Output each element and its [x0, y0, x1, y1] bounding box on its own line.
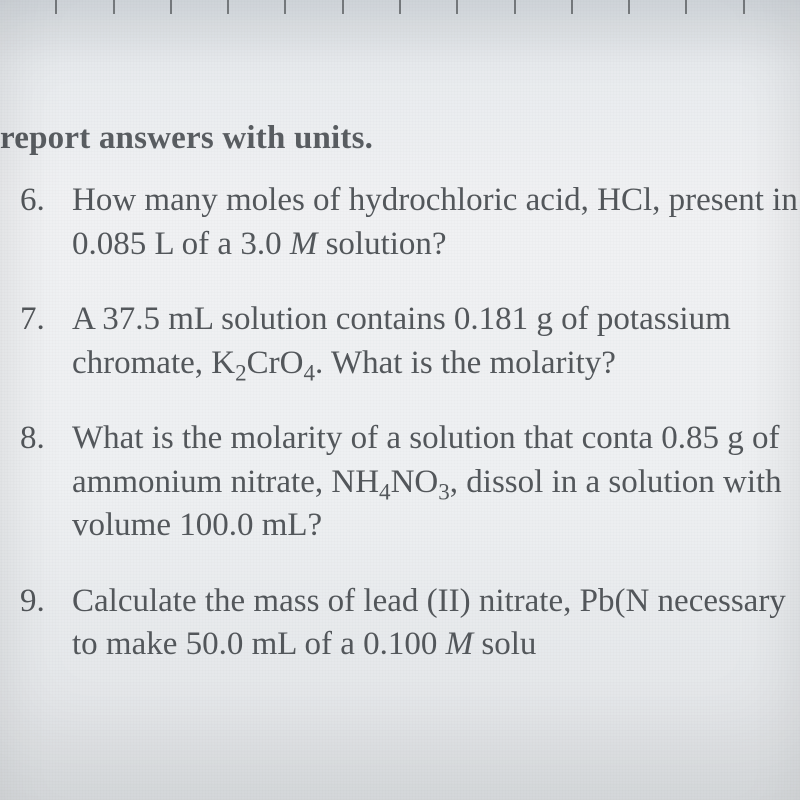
ruler-tick — [284, 0, 341, 14]
question-number: 8. — [20, 417, 45, 461]
worksheet-content: report answers with units. 6. How many mo… — [0, 120, 800, 699]
instruction-text: report answers with units. — [0, 120, 800, 157]
question-number: 7. — [20, 298, 45, 342]
ruler-tick — [685, 0, 742, 14]
question-text: What is the molarity of a solution that … — [72, 420, 782, 543]
question-text: Calculate the mass of lead (II) nitrate,… — [72, 583, 786, 663]
ruler-tick — [514, 0, 571, 14]
question-item: 6. How many moles of hydrochloric acid, H… — [0, 179, 800, 266]
ruler-tick — [743, 0, 800, 14]
ruler-tick — [170, 0, 227, 14]
ruler-tick — [399, 0, 456, 14]
question-number: 6. — [20, 179, 45, 223]
ruler-ticks — [0, 0, 800, 22]
ruler-tick — [113, 0, 170, 14]
question-list: 6. How many moles of hydrochloric acid, H… — [0, 179, 800, 667]
question-item: 7. A 37.5 mL solution contains 0.181 g of… — [0, 298, 800, 385]
ruler-tick — [55, 0, 112, 14]
ruler-tick — [628, 0, 685, 14]
ruler-tick — [571, 0, 628, 14]
question-number: 9. — [20, 580, 45, 624]
question-text: A 37.5 mL solution contains 0.181 g of p… — [72, 301, 731, 381]
question-text: How many moles of hydrochloric acid, HCl… — [72, 182, 798, 262]
ruler-tick — [342, 0, 399, 14]
ruler-tick — [0, 0, 55, 14]
question-item: 9. Calculate the mass of lead (II) nitrat… — [0, 580, 800, 667]
ruler-tick — [227, 0, 284, 14]
question-item: 8. What is the molarity of a solution tha… — [0, 417, 800, 548]
ruler-tick — [456, 0, 513, 14]
